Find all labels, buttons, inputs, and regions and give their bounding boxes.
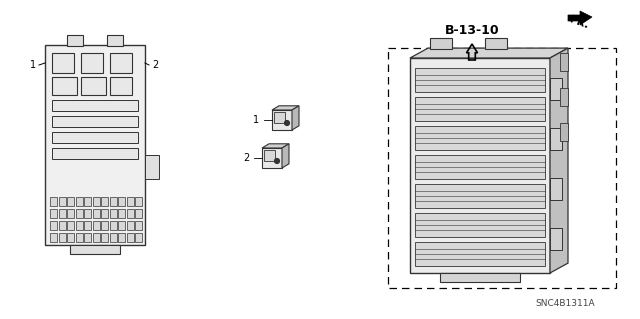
Text: 2: 2	[152, 60, 158, 70]
Bar	[440, 273, 520, 282]
Bar	[109, 233, 116, 242]
Bar	[93, 209, 99, 218]
Bar	[127, 209, 134, 218]
Bar	[109, 197, 116, 206]
Bar	[81, 53, 103, 73]
Bar	[93, 233, 99, 242]
Bar	[107, 35, 123, 46]
Bar	[550, 178, 562, 200]
Bar	[50, 197, 57, 206]
Bar	[67, 197, 74, 206]
Bar	[101, 233, 108, 242]
Bar	[110, 53, 132, 73]
Polygon shape	[272, 106, 299, 110]
Bar	[58, 233, 65, 242]
Bar	[52, 100, 138, 111]
Bar	[127, 197, 134, 206]
Bar	[76, 197, 83, 206]
Bar	[550, 78, 562, 100]
Bar	[109, 221, 116, 230]
Bar	[101, 209, 108, 218]
Bar	[415, 242, 545, 266]
Text: 1: 1	[253, 115, 259, 125]
Bar	[430, 38, 452, 49]
Bar	[415, 213, 545, 237]
Bar	[135, 221, 142, 230]
Text: SNC4B1311A: SNC4B1311A	[535, 299, 595, 308]
Bar	[135, 197, 142, 206]
Bar	[415, 126, 545, 150]
Bar	[118, 221, 125, 230]
Bar	[52, 132, 138, 143]
Polygon shape	[262, 144, 289, 148]
Bar	[58, 209, 65, 218]
Bar	[101, 221, 108, 230]
Bar	[410, 58, 550, 273]
Bar	[145, 155, 159, 179]
Bar	[93, 197, 99, 206]
Polygon shape	[262, 148, 282, 168]
Text: 1: 1	[30, 60, 36, 70]
Bar	[274, 112, 285, 123]
Bar	[118, 197, 125, 206]
Bar	[67, 221, 74, 230]
Bar	[127, 233, 134, 242]
Polygon shape	[568, 11, 592, 25]
Bar	[485, 38, 507, 49]
Bar	[84, 233, 91, 242]
Bar	[84, 221, 91, 230]
Bar	[81, 77, 106, 95]
Bar	[264, 150, 275, 161]
Bar	[110, 77, 132, 95]
Bar	[118, 209, 125, 218]
Bar	[93, 221, 99, 230]
Bar	[135, 209, 142, 218]
Bar	[388, 48, 616, 288]
Bar	[76, 209, 83, 218]
Bar	[67, 209, 74, 218]
Bar	[101, 197, 108, 206]
Bar	[76, 233, 83, 242]
Bar	[109, 209, 116, 218]
Bar	[58, 221, 65, 230]
Bar	[135, 233, 142, 242]
Polygon shape	[292, 106, 299, 130]
Circle shape	[275, 159, 280, 163]
Bar	[415, 184, 545, 208]
Polygon shape	[410, 48, 568, 58]
Bar	[67, 35, 83, 46]
Bar	[67, 233, 74, 242]
Polygon shape	[282, 144, 289, 168]
Polygon shape	[550, 48, 568, 273]
Bar	[550, 228, 562, 250]
Bar	[84, 209, 91, 218]
Bar	[415, 155, 545, 179]
Bar	[560, 123, 568, 141]
Bar	[550, 128, 562, 150]
Bar	[52, 77, 77, 95]
Bar	[560, 88, 568, 106]
Text: B-13-10: B-13-10	[445, 24, 499, 36]
Bar	[52, 148, 138, 159]
Bar	[415, 68, 545, 92]
Bar	[84, 197, 91, 206]
Bar	[52, 116, 138, 127]
Bar	[52, 53, 74, 73]
Bar	[45, 45, 145, 245]
Bar	[50, 233, 57, 242]
Bar	[50, 209, 57, 218]
Circle shape	[285, 121, 289, 125]
Text: 2: 2	[243, 153, 249, 163]
Bar	[50, 221, 57, 230]
Bar	[415, 97, 545, 121]
Bar	[560, 53, 568, 71]
Bar	[118, 233, 125, 242]
Bar	[76, 221, 83, 230]
Bar	[58, 197, 65, 206]
Bar	[70, 245, 120, 254]
Bar	[127, 221, 134, 230]
Polygon shape	[272, 110, 292, 130]
Text: FR.: FR.	[568, 14, 589, 30]
